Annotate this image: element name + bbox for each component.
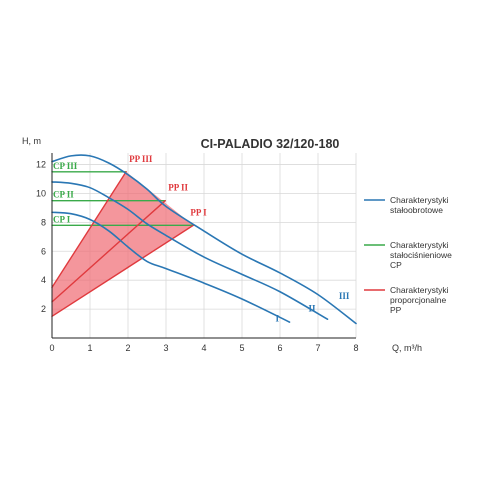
- x-axis-label: Q, m³/h: [392, 343, 422, 353]
- series-line-i: [51, 211, 291, 323]
- x-tick-label-6: 6: [277, 343, 282, 353]
- y-axis-label: H, m: [22, 136, 41, 146]
- series-line-ii: [51, 181, 329, 321]
- legend-text-3-1: Charakterystyki: [390, 285, 449, 295]
- y-tick-label-10: 10: [36, 188, 46, 198]
- y-tick-label-6: 6: [41, 246, 46, 256]
- y-tick-label-2: 2: [41, 304, 46, 314]
- series-lines: [51, 154, 357, 325]
- y-tick-label-12: 12: [36, 160, 46, 170]
- curve-label-pp-iii: PP III: [129, 154, 153, 164]
- y-tick-label-4: 4: [41, 275, 46, 285]
- curve-label-pp-i: PP I: [190, 207, 207, 217]
- x-tick-label-3: 3: [163, 343, 168, 353]
- series-line-iii: [51, 154, 357, 325]
- chart-title: CI-PALADIO 32/120-180: [201, 137, 340, 151]
- legend-text-3-2: proporcjonalne: [390, 295, 447, 305]
- curve-label-cp-i: CP I: [53, 214, 71, 224]
- series-line-pp-ii: [51, 199, 166, 303]
- legend-text-1-1: Charakterystyki: [390, 195, 449, 205]
- x-tick-label-4: 4: [201, 343, 206, 353]
- y-tick-label-8: 8: [41, 217, 46, 227]
- curve-label-i: I: [276, 313, 280, 323]
- legend-text-2-1: Charakterystyki: [390, 240, 449, 250]
- x-tick-label-0: 0: [49, 343, 54, 353]
- series-line-pp-iii: [51, 171, 127, 289]
- legend-text-2-3: CP: [390, 260, 402, 270]
- curve-label-ii: II: [309, 303, 317, 313]
- legend-text-2-2: stałociśnieniowe: [390, 250, 452, 260]
- legend: CharakterystykistałoobrotoweCharakteryst…: [364, 195, 452, 315]
- x-tick-label-2: 2: [125, 343, 130, 353]
- legend-text-3-3: PP: [390, 305, 402, 315]
- x-tick-label-7: 7: [315, 343, 320, 353]
- series-line-pp-i: [51, 224, 195, 318]
- curve-label-cp-ii: CP II: [53, 190, 74, 200]
- curve-label-cp-iii: CP III: [53, 161, 78, 171]
- curve-label-iii: III: [339, 291, 350, 301]
- legend-text-1-2: stałoobrotowe: [390, 205, 443, 215]
- curve-label-pp-ii: PP II: [168, 183, 188, 193]
- x-tick-label-1: 1: [87, 343, 92, 353]
- x-tick-label-5: 5: [239, 343, 244, 353]
- x-tick-label-8: 8: [353, 343, 358, 353]
